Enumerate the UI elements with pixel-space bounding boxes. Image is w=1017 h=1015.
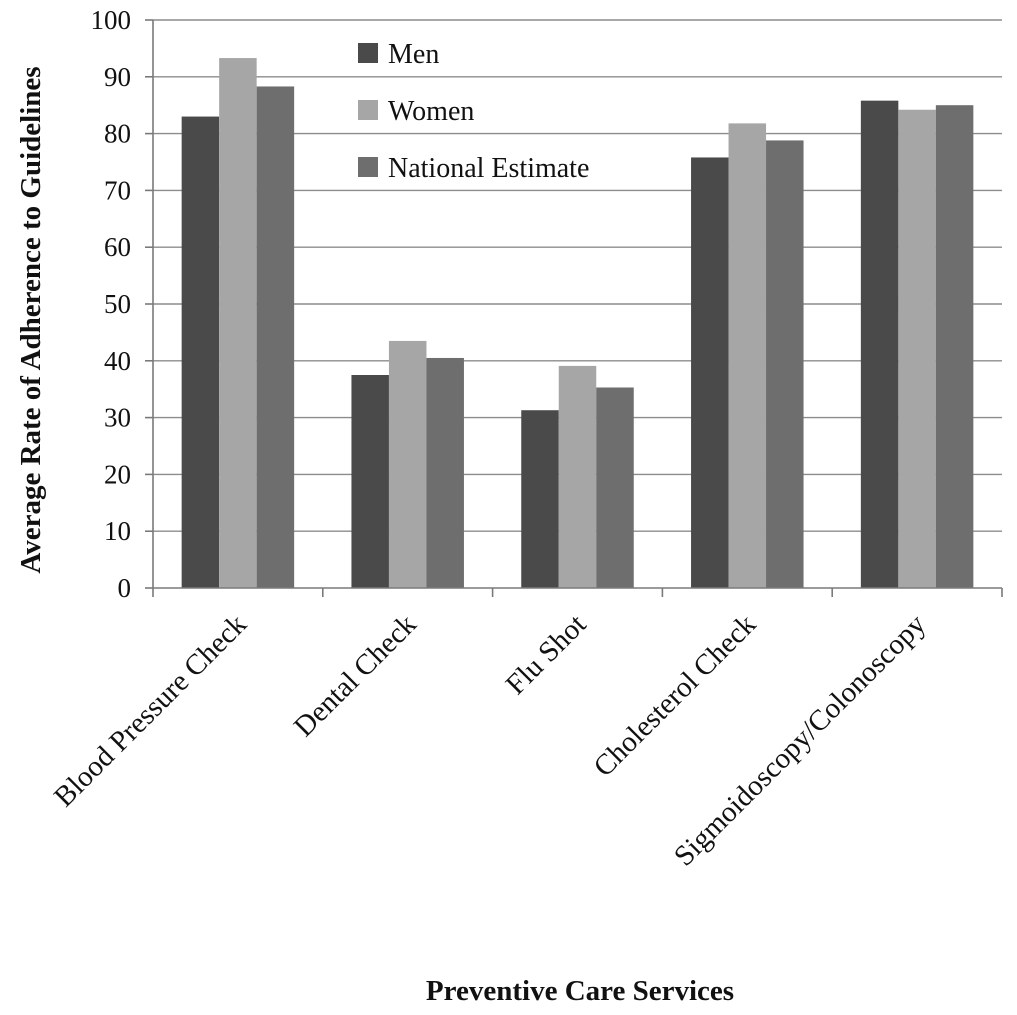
bar xyxy=(181,116,220,588)
y-tick-label: 30 xyxy=(104,403,131,433)
x-category-label: Flu Shot xyxy=(500,608,593,701)
x-category-labels: Blood Pressure Check Dental Check Flu Shot… xyxy=(48,608,932,873)
y-tick-label: 80 xyxy=(104,119,131,149)
y-axis-title: Average Rate of Adherence to Guidelines xyxy=(15,66,47,573)
y-tick-label: 70 xyxy=(104,175,131,205)
y-tick-label: 100 xyxy=(91,5,132,35)
bar xyxy=(426,357,464,588)
y-tick-label: 0 xyxy=(118,573,132,603)
bar xyxy=(898,109,936,588)
bar xyxy=(558,365,597,588)
bar xyxy=(388,340,427,588)
bar xyxy=(596,387,634,588)
bar xyxy=(256,86,295,589)
x-axis-title: Preventive Care Services xyxy=(426,975,734,1007)
x-category-label: Cholesterol Check xyxy=(588,608,763,783)
y-tick-label: 40 xyxy=(104,346,131,376)
legend-swatch xyxy=(358,100,378,120)
legend-swatch xyxy=(358,43,378,63)
legend-label: Women xyxy=(388,96,474,127)
bar xyxy=(219,58,257,588)
gridlines xyxy=(153,19,1002,532)
y-tick-label: 60 xyxy=(104,232,131,262)
x-category-label: Blood Pressure Check xyxy=(48,608,253,813)
legend-swatch xyxy=(358,157,378,177)
y-tick-labels: 0 10 20 30 40 50 60 70 80 90 100 xyxy=(91,5,132,603)
legend: Men Women National Estimate xyxy=(358,39,589,184)
bars xyxy=(181,58,974,589)
x-category-label: Dental Check xyxy=(288,608,423,743)
bar xyxy=(351,375,389,588)
bar xyxy=(728,123,767,588)
y-tick-label: 20 xyxy=(104,459,131,489)
y-tick-label: 90 xyxy=(104,62,131,92)
y-tick-label: 50 xyxy=(104,289,131,319)
bar xyxy=(935,105,974,588)
bar xyxy=(766,140,804,588)
axes xyxy=(145,19,1003,597)
bar xyxy=(521,410,559,588)
legend-label: National Estimate xyxy=(388,153,589,184)
bar xyxy=(860,100,899,588)
bar xyxy=(691,157,729,588)
y-tick-label: 10 xyxy=(104,516,131,546)
legend-label: Men xyxy=(388,39,439,70)
